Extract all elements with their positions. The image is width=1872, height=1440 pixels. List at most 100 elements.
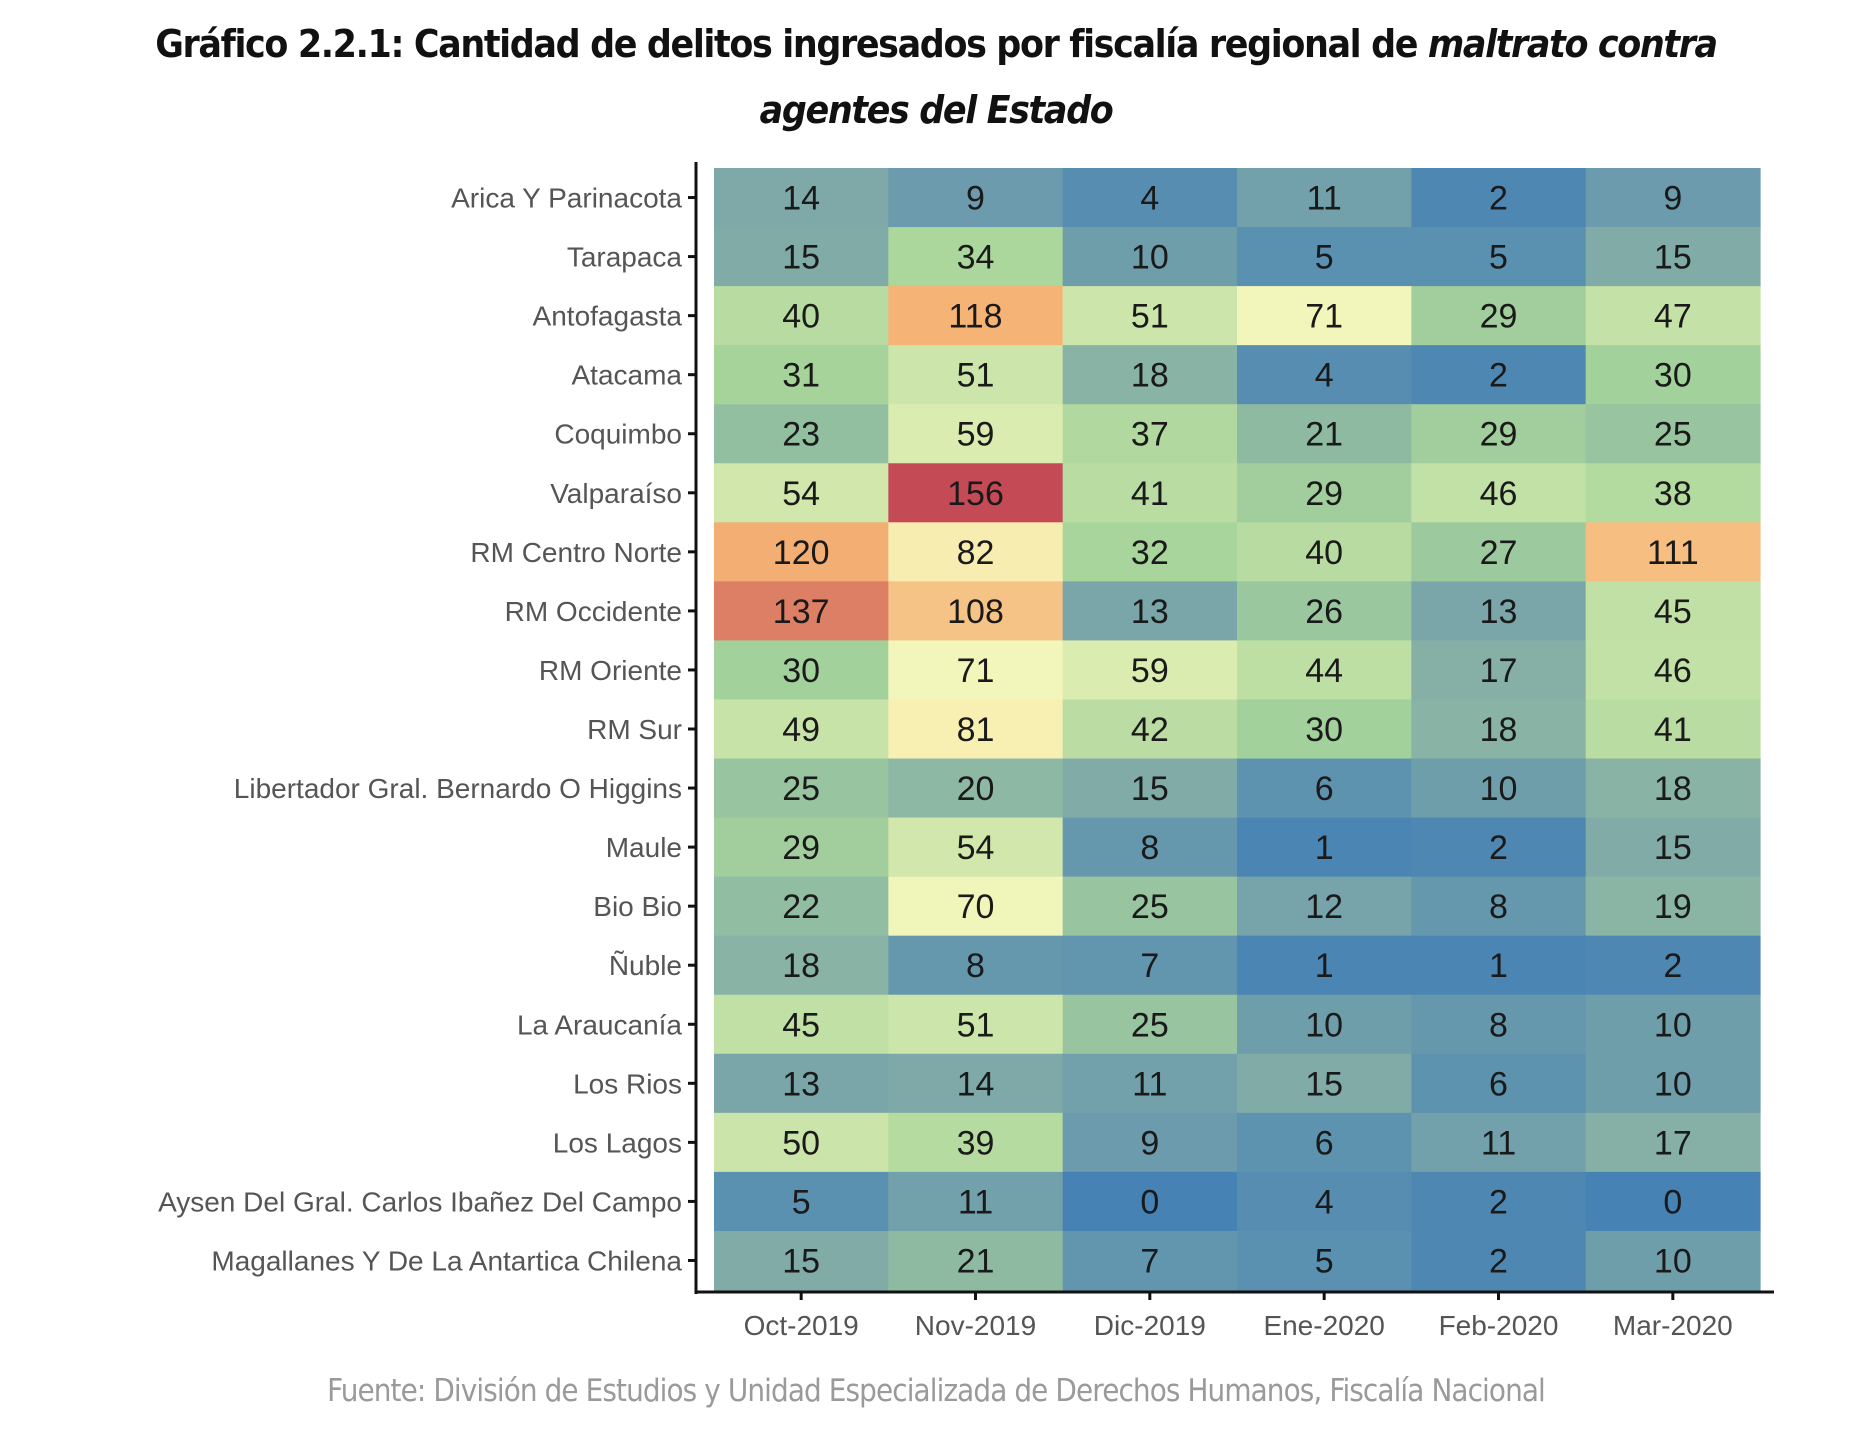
heatmap-cell bbox=[888, 1230, 1064, 1291]
cell-value-label: 38 bbox=[1654, 475, 1692, 513]
cell-value-label: 81 bbox=[957, 711, 995, 749]
cell-value-label: 12 bbox=[1305, 888, 1343, 926]
heatmap-cell bbox=[1062, 1112, 1238, 1173]
x-tick-label: Nov-2019 bbox=[915, 1310, 1036, 1341]
heatmap-cell bbox=[1237, 758, 1412, 819]
cell-value-label: 50 bbox=[782, 1124, 820, 1162]
cell-value-label: 45 bbox=[782, 1006, 820, 1044]
heatmap-cell bbox=[888, 463, 1064, 523]
cell-value-label: 7 bbox=[1140, 1242, 1159, 1280]
cell-value-label: 20 bbox=[957, 770, 995, 808]
cell-value-label: 15 bbox=[782, 239, 820, 277]
heatmap-cell bbox=[888, 994, 1064, 1055]
y-tick-label: Atacama bbox=[572, 360, 683, 391]
y-tick-label: Los Rios bbox=[573, 1068, 682, 1099]
y-tick-label: Arica Y Parinacota bbox=[451, 183, 682, 214]
chart-title-line-2: agentes del Estado bbox=[75, 88, 1797, 132]
heatmap-cell bbox=[1062, 640, 1238, 701]
cell-value-label: 0 bbox=[1663, 1183, 1682, 1221]
x-tick-label: Dic-2019 bbox=[1094, 1310, 1206, 1341]
y-axis: Arica Y Parinacota Tarapaca Antofagasta Ata… bbox=[158, 162, 698, 1294]
cell-value-label: 54 bbox=[957, 829, 995, 867]
heatmap-cell bbox=[1585, 640, 1761, 701]
heatmap-cell bbox=[1585, 522, 1761, 582]
heatmap-cell bbox=[1411, 345, 1587, 405]
cell-value-label: 118 bbox=[948, 298, 1002, 336]
cell-value-label: 18 bbox=[782, 947, 820, 985]
cell-value-label: 5 bbox=[1315, 1242, 1334, 1280]
cell-value-label: 10 bbox=[1654, 1242, 1692, 1280]
heatmap-cell bbox=[1585, 227, 1761, 287]
cell-value-label: 10 bbox=[1480, 770, 1518, 808]
heatmap-cell bbox=[1237, 345, 1412, 405]
heatmap-cell bbox=[1585, 286, 1761, 346]
heatmap-cell bbox=[1062, 817, 1238, 878]
y-tick-label: RM Centro Norte bbox=[470, 537, 682, 568]
cell-value-label: 7 bbox=[1140, 947, 1159, 985]
cell-value-label: 30 bbox=[1654, 357, 1692, 395]
heatmap-cell bbox=[1237, 994, 1412, 1055]
y-tick-label: Aysen Del Gral. Carlos Ibañez Del Campo bbox=[158, 1186, 682, 1217]
cell-value-label: 82 bbox=[957, 534, 995, 572]
cell-value-label: 11 bbox=[1132, 1065, 1167, 1103]
y-tick-label: RM Oriente bbox=[539, 655, 682, 686]
cell-value-label: 5 bbox=[792, 1183, 811, 1221]
cell-value-label: 9 bbox=[1140, 1124, 1159, 1162]
source-footnote: Fuente: División de Estudios y Unidad Es… bbox=[327, 1373, 1546, 1409]
heatmap-cells bbox=[714, 168, 1761, 1291]
heatmap-cell bbox=[1237, 935, 1412, 996]
cell-value-label: 22 bbox=[782, 888, 820, 926]
y-tick-label: RM Occidente bbox=[505, 596, 682, 627]
cell-value-label: 44 bbox=[1305, 652, 1343, 690]
heatmap-cell bbox=[888, 522, 1064, 582]
heatmap-cell bbox=[1411, 286, 1587, 346]
cell-value-label: 23 bbox=[782, 416, 820, 454]
cell-value-label: 30 bbox=[1305, 711, 1343, 749]
cell-value-label: 18 bbox=[1131, 357, 1169, 395]
y-tick-label: Bio Bio bbox=[593, 891, 682, 922]
cell-value-label: 13 bbox=[1131, 593, 1169, 631]
heatmap-cell bbox=[714, 640, 889, 701]
cell-value-label: 21 bbox=[1305, 416, 1343, 454]
y-tick-label: Magallanes Y De La Antartica Chilena bbox=[211, 1245, 682, 1276]
y-tick-label: Ñuble bbox=[609, 950, 682, 981]
cell-value-label: 6 bbox=[1489, 1065, 1508, 1103]
heatmap-cell bbox=[1585, 817, 1761, 878]
cell-value-label: 31 bbox=[782, 357, 820, 395]
chart-title-line-1: Gráfico 2.2.1: Cantidad de delitos ingre… bbox=[75, 22, 1797, 66]
heatmap-cell bbox=[1585, 1171, 1761, 1232]
cell-value-label: 10 bbox=[1305, 1006, 1343, 1044]
heatmap-cell bbox=[888, 935, 1064, 996]
heatmap-cell bbox=[1237, 817, 1412, 878]
heatmap-cell bbox=[1411, 1112, 1587, 1173]
heatmap-cell bbox=[888, 699, 1064, 760]
cell-value-label: 4 bbox=[1315, 1183, 1334, 1221]
cell-value-label: 10 bbox=[1654, 1006, 1692, 1044]
heatmap-cell bbox=[1062, 994, 1238, 1055]
cell-value-label: 111 bbox=[1647, 534, 1699, 572]
cell-value-label: 14 bbox=[782, 180, 820, 218]
heatmap-cell bbox=[1411, 758, 1587, 819]
cell-value-label: 4 bbox=[1315, 357, 1334, 395]
chart-title-prefix: Gráfico 2.2.1: Cantidad de delitos ingre… bbox=[155, 22, 1428, 66]
cell-value-label: 10 bbox=[1654, 1065, 1692, 1103]
heatmap-cell bbox=[888, 227, 1064, 287]
cell-value-label: 25 bbox=[1131, 888, 1169, 926]
heatmap-cell bbox=[714, 699, 889, 760]
cell-value-label: 71 bbox=[957, 652, 995, 690]
heatmap-cell bbox=[1585, 345, 1761, 405]
heatmap-cell bbox=[714, 758, 889, 819]
heatmap-cell bbox=[1062, 404, 1238, 464]
cell-value-label: 120 bbox=[773, 534, 830, 572]
cell-value-label: 45 bbox=[1654, 593, 1692, 631]
heatmap-cell bbox=[714, 404, 889, 464]
cell-value-label: 13 bbox=[1480, 593, 1518, 631]
cell-value-label: 5 bbox=[1489, 239, 1508, 277]
heatmap-cell bbox=[1237, 640, 1412, 701]
heatmap-cell bbox=[1585, 168, 1761, 228]
x-tick-label: Mar-2020 bbox=[1613, 1310, 1733, 1341]
cell-value-label: 19 bbox=[1654, 888, 1692, 926]
cell-value-label: 15 bbox=[1131, 770, 1169, 808]
heatmap-cell bbox=[714, 935, 889, 996]
